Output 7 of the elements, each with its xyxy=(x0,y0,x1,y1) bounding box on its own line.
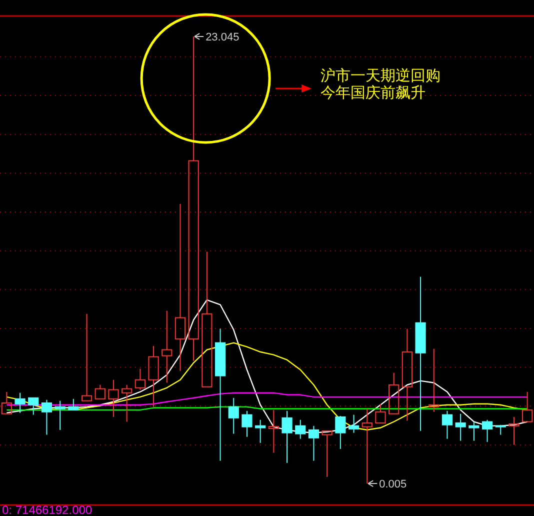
annotation: 0.005 xyxy=(379,478,407,491)
annotation: 沪市一天期逆回购 xyxy=(320,67,441,84)
annotation: 23.045 xyxy=(194,31,240,44)
annotation: 今年国庆前飙升 xyxy=(320,84,426,102)
annotation: 0: 71466192.000 xyxy=(2,503,92,516)
annotation: 23.045 xyxy=(206,31,240,44)
annotation: 0.005 xyxy=(368,478,407,491)
